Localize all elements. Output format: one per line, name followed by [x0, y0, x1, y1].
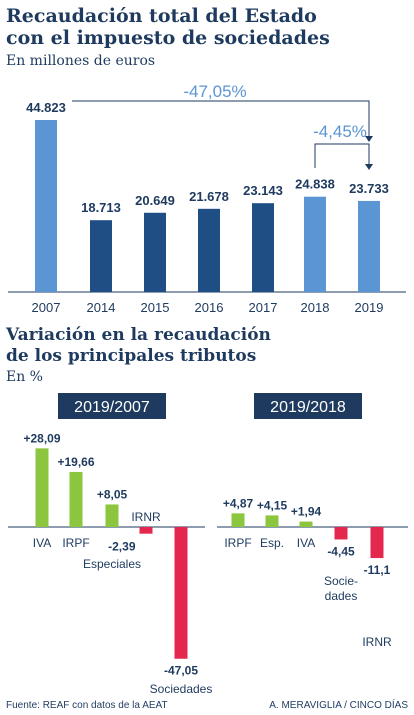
panel1-bars-value-irpf: +19,66 — [57, 455, 94, 469]
panel2-bars-bar-irpf — [231, 513, 245, 527]
chart2-title-line2: de los principales tributos — [6, 346, 256, 366]
panel2-category-esp-: Esp. — [260, 536, 284, 550]
panel2-category-sociedades: Socie- — [324, 574, 358, 588]
panel-tag-2018-label: 2019/2018 — [270, 399, 346, 416]
panel1-bars-value-especiales: +8,05 — [97, 487, 128, 501]
bar-2015 — [144, 212, 166, 292]
tick-label-2014: 2014 — [87, 300, 116, 315]
chart1-title-line1: Recaudación total del Estado — [6, 5, 317, 27]
chart2-title-line1: Variación en la recaudación — [5, 325, 271, 345]
footer-credit: A. MERAVIGLIA / CINCO DÍAS — [269, 698, 408, 711]
panel2-bars-value-sociedades: -4,45 — [327, 544, 355, 558]
value-label-2018: 24.838 — [295, 177, 335, 192]
panel1-category-irpf: IRPF — [62, 536, 89, 550]
panel1-bars-value-iva: +28,09 — [23, 431, 60, 445]
panel1-category-irnr: IRNR — [131, 510, 161, 524]
footer-source: Fuente: REAF con datos de la AEAT — [6, 700, 168, 711]
panel1-bars-bar-sociedades — [174, 527, 188, 659]
panel2-bars-value-irnr: -11,1 — [364, 563, 391, 577]
value-label-2015: 20.649 — [135, 193, 175, 208]
tick-label-2016: 2016 — [195, 300, 224, 315]
panel2-category-iva: IVA — [297, 536, 315, 550]
bar-2014 — [90, 220, 112, 292]
bar-2017 — [252, 203, 274, 292]
panel1-bars-value-sociedades: -47,05 — [164, 664, 198, 678]
tick-label-2007: 2007 — [32, 300, 61, 315]
panel-tag-2018 — [254, 393, 362, 419]
panel2-bars-value-irpf: +4,87 — [223, 496, 254, 510]
chart1-title-line2: con el impuesto de sociedades — [6, 27, 330, 49]
panel2-bars-value-esp-: +4,15 — [257, 498, 288, 512]
panel1-category-especiales: Especiales — [83, 557, 141, 571]
panel2-category-irpf: IRPF — [224, 536, 251, 550]
bar-2016 — [198, 208, 220, 292]
annotation-47-connector — [72, 100, 373, 142]
tick-label-2019: 2019 — [355, 300, 384, 315]
tick-label-2018: 2018 — [301, 300, 330, 315]
panel-tag-2007 — [58, 393, 166, 419]
value-label-2019: 23.733 — [349, 181, 389, 196]
panel2-category-irnr: IRNR — [362, 635, 392, 649]
panel1-bars-value-irnr: -2,39 — [108, 539, 136, 553]
panel1-bars-bar-irpf — [69, 471, 83, 527]
annotation-4-label: -4,45% — [313, 122, 367, 141]
panel1-category-iva: IVA — [33, 536, 51, 550]
panel2-bars-bar-irnr — [370, 527, 384, 559]
bar-2007 — [35, 120, 57, 292]
panel1-bars-bar-irnr — [139, 527, 153, 534]
panel1-bars-bar-especiales — [105, 504, 119, 527]
panel-tag-2007-label: 2019/2007 — [74, 399, 150, 416]
tick-label-2015: 2015 — [141, 300, 170, 315]
value-label-2016: 21.678 — [189, 189, 229, 204]
value-label-2014: 18.713 — [81, 200, 121, 215]
annotation-4-connector — [314, 143, 373, 170]
panel1-bars-bar-iva — [35, 448, 49, 527]
panel2-bars-bar-sociedades — [334, 527, 348, 540]
panel2-bars-value-iva: +1,94 — [291, 505, 322, 519]
bar-2018 — [304, 196, 326, 292]
chart2-subtitle: En % — [6, 369, 43, 385]
panel1-category-sociedades: Sociedades — [150, 682, 213, 696]
value-label-2017: 23.143 — [243, 183, 283, 198]
value-label-2007: 44.823 — [26, 100, 66, 115]
tick-label-2017: 2017 — [249, 300, 278, 315]
panel2-bars-bar-iva — [299, 521, 313, 527]
bar-2019 — [358, 200, 380, 292]
chart1-subtitle: En millones de euros — [6, 53, 155, 69]
annotation-47-label: -47,05% — [183, 82, 246, 101]
panel2-bars-bar-esp- — [265, 515, 279, 527]
panel2-category-sociedades: dades — [325, 589, 358, 603]
